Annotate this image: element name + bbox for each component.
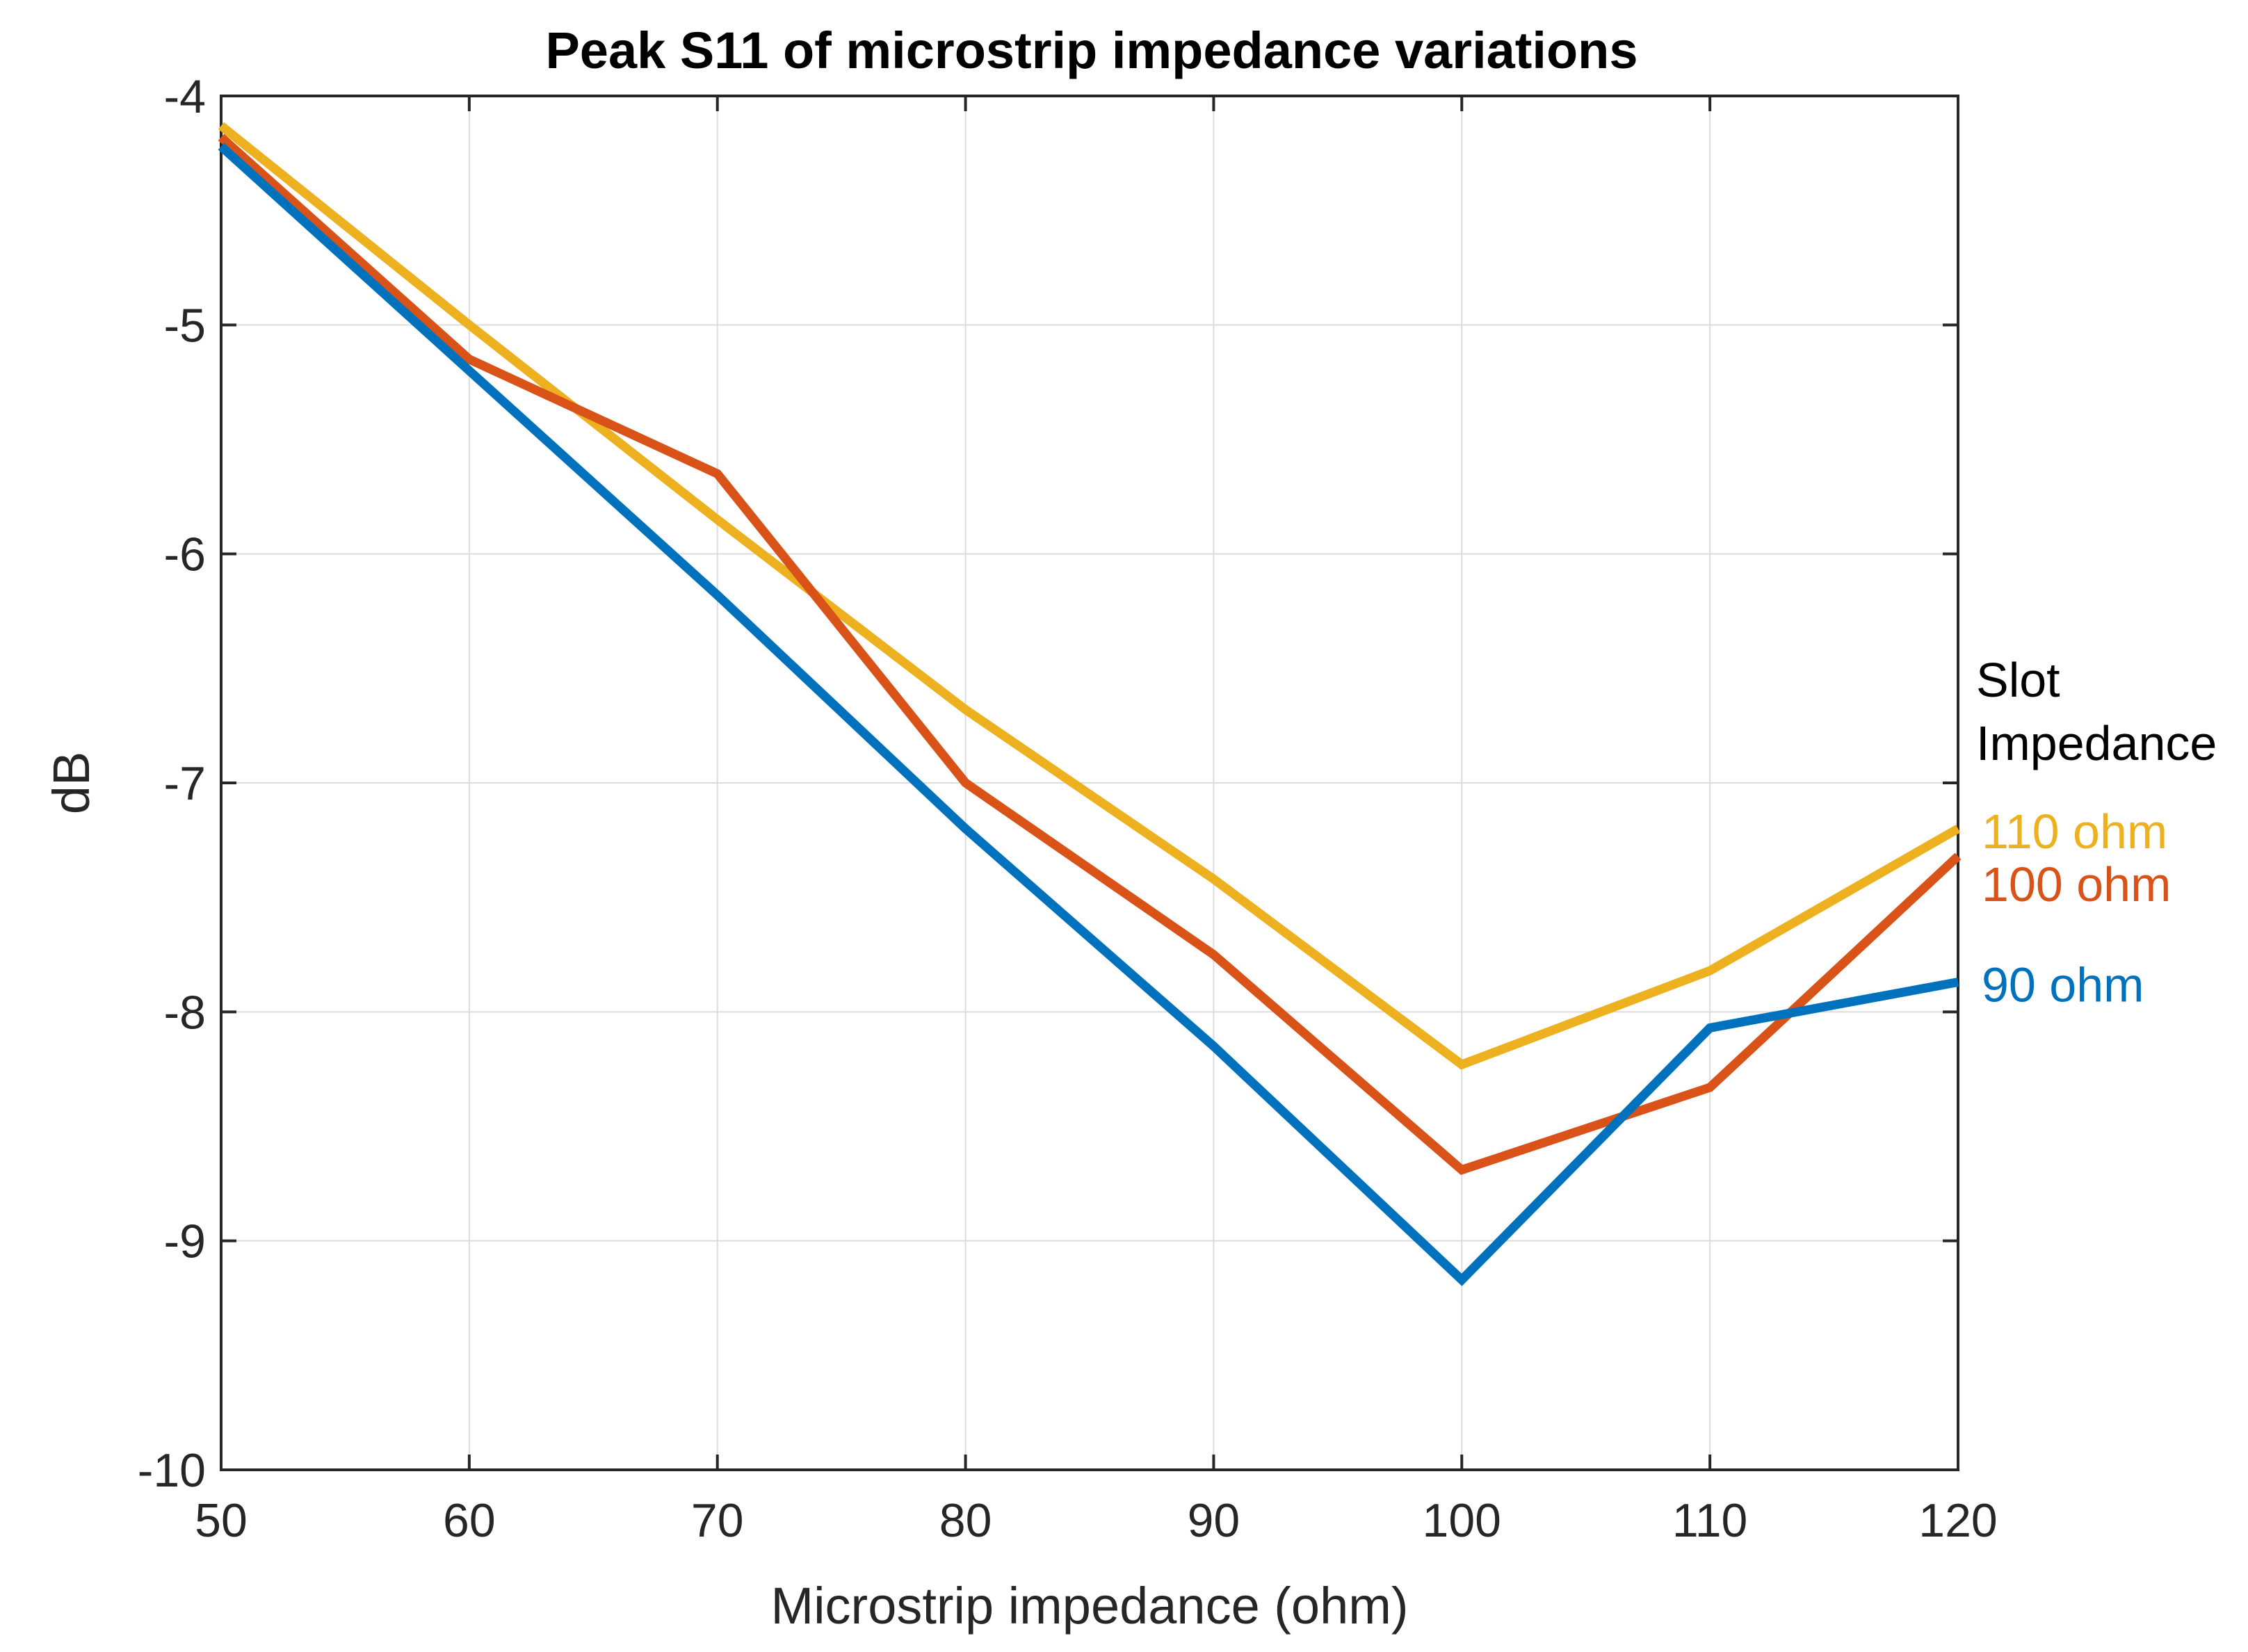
y-tick-label: -7 (164, 757, 206, 810)
x-tick-label: 90 (1188, 1494, 1240, 1547)
y-tick-label: -6 (164, 528, 206, 581)
x-tick-label: 100 (1423, 1494, 1501, 1547)
legend-label-100-ohm: 100 ohm (1982, 857, 2171, 912)
series-line-90-ohm (218, 143, 1959, 1286)
legend-title-line1: Slot (1976, 653, 2060, 707)
x-tick-label: 120 (1918, 1494, 1997, 1547)
x-tick-label: 60 (443, 1494, 496, 1547)
series-line-110-ohm (218, 122, 1961, 1070)
axis-ticks: 50 60 70 80 90 100 110 120 -4 -5 -6 -7 -8 -9 -10 (138, 70, 1998, 1547)
series-lines (218, 122, 1962, 1286)
y-tick-label: -9 (164, 1215, 206, 1268)
y-tick-label: -8 (164, 986, 206, 1039)
x-axis-label: Microstrip impedance (ohm) (770, 1577, 1408, 1635)
y-axis-label: dB (42, 752, 100, 815)
x-tick-label: 70 (691, 1494, 744, 1547)
chart-title: Peak S11 of microstrip impedance variati… (545, 22, 1638, 79)
y-tick-label: -4 (164, 70, 206, 123)
y-tick-label: -5 (164, 299, 206, 352)
legend-label-90-ohm: 90 ohm (1982, 958, 2144, 1012)
x-tick-label: 50 (195, 1494, 248, 1547)
x-tick-label: 80 (939, 1494, 992, 1547)
legend-title-line2: Impedance (1976, 716, 2217, 770)
series-line-100-ohm (218, 133, 1962, 1175)
x-tick-label: 110 (1672, 1494, 1747, 1547)
legend-label-110-ohm: 110 ohm (1982, 804, 2167, 859)
y-tick-label: -10 (138, 1444, 206, 1497)
